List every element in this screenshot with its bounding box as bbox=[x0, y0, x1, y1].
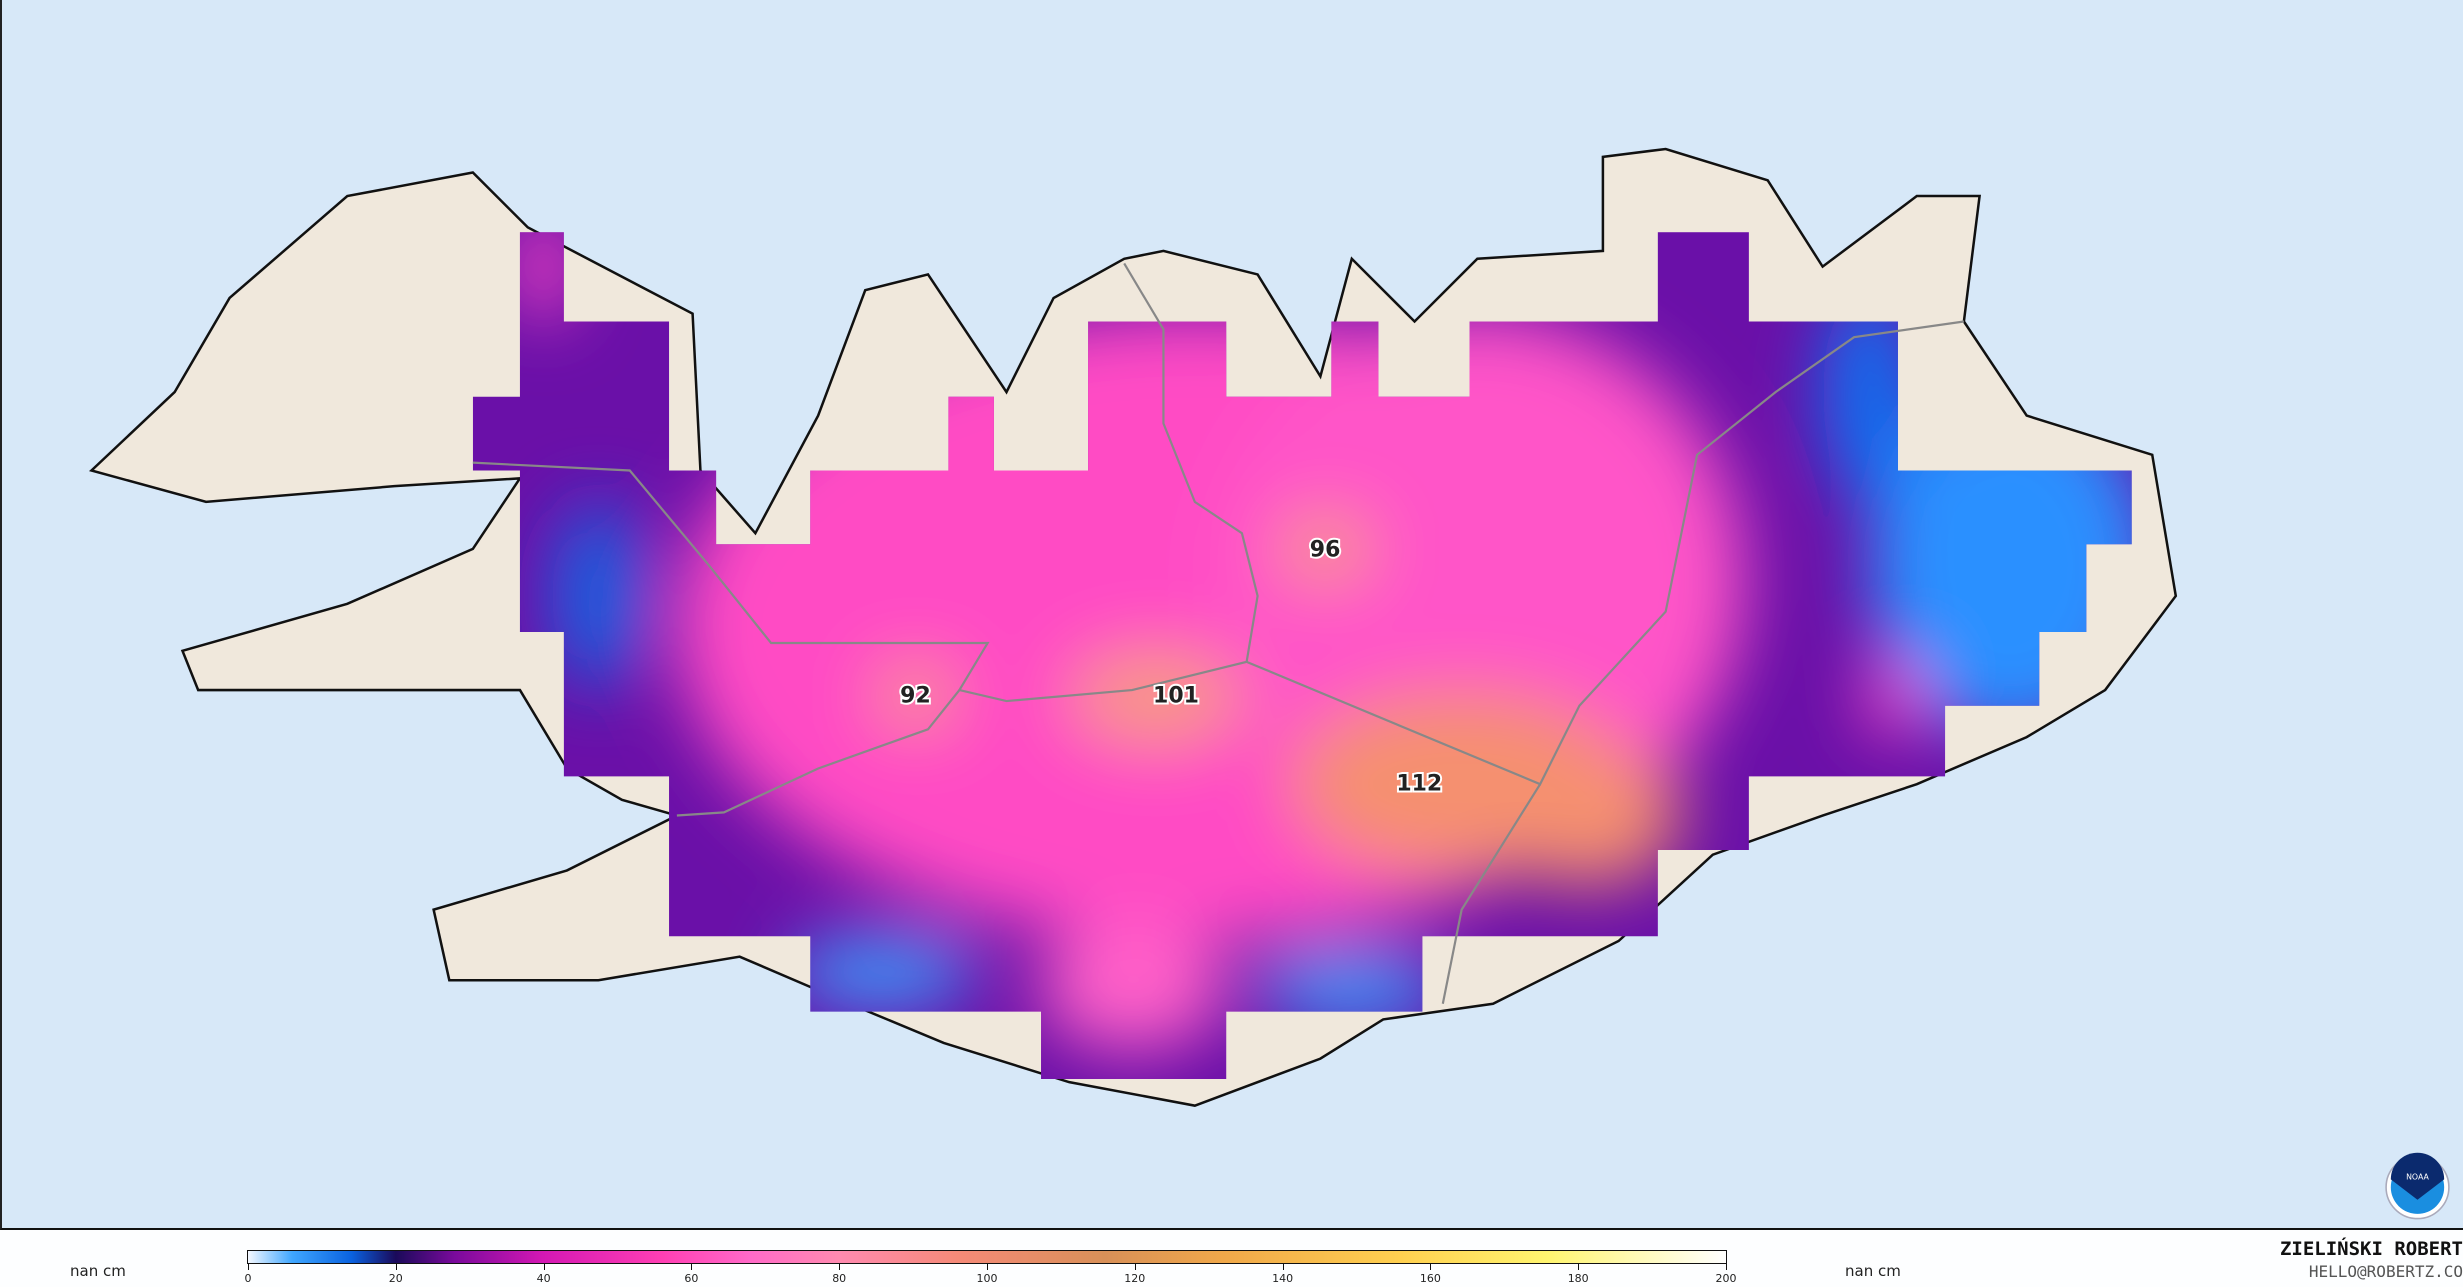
colorbar-tick bbox=[1578, 1264, 1580, 1270]
unit-label-right: nan cm bbox=[1845, 1262, 1901, 1280]
colorbar-tick-label: 0 bbox=[244, 1272, 252, 1285]
colorbar-tick-label: 180 bbox=[1567, 1272, 1589, 1285]
colorbar-tick-label: 120 bbox=[1124, 1272, 1146, 1285]
colorbar-tick-label: 60 bbox=[684, 1272, 699, 1285]
colorbar-tick bbox=[1430, 1264, 1432, 1270]
map-area: 96 92 101 112 NOAA bbox=[0, 0, 2463, 1230]
colorbar-tick bbox=[1134, 1264, 1136, 1270]
colorbar-tick bbox=[987, 1264, 988, 1270]
colorbar-tick bbox=[543, 1264, 545, 1270]
footer: nan cm 0 20 40 60 80 100 120 140 160 180 200 nan c… bbox=[0, 1230, 2463, 1287]
author-credit: ZIELIŃSKI ROBERT bbox=[2279, 1238, 2463, 1260]
colorbar-tick-label: 80 bbox=[832, 1272, 847, 1285]
author-email: HELLO@ROBERTZ.CO bbox=[2308, 1262, 2463, 1281]
colorbar-tick bbox=[839, 1264, 841, 1270]
colorbar-tick-label: 20 bbox=[388, 1272, 403, 1285]
noaa-logo-text: NOAA bbox=[2406, 1172, 2429, 1181]
colorbar-tick-label: 200 bbox=[1715, 1272, 1737, 1285]
colorbar-tick bbox=[1726, 1264, 1727, 1270]
region-boundaries bbox=[472, 262, 1965, 1004]
colorbar-tick bbox=[248, 1264, 249, 1270]
value-label: 112 bbox=[1396, 771, 1442, 796]
colorbar-tick-label: 100 bbox=[976, 1272, 998, 1285]
colorbar-tick bbox=[691, 1264, 693, 1270]
colorbar-tick bbox=[395, 1264, 397, 1270]
unit-label-left: nan cm bbox=[70, 1262, 126, 1280]
value-label: 101 bbox=[1153, 684, 1199, 709]
colorbar-tick-label: 160 bbox=[1419, 1272, 1441, 1285]
colorbar-tick bbox=[1282, 1264, 1284, 1270]
noaa-logo: NOAA bbox=[2385, 1152, 2450, 1220]
colorbar bbox=[247, 1250, 1727, 1264]
colorbar-tick-label: 140 bbox=[1272, 1272, 1294, 1285]
value-label: 92 bbox=[900, 684, 931, 709]
value-label: 96 bbox=[1310, 538, 1341, 563]
colorbar-tick-label: 40 bbox=[536, 1272, 551, 1285]
iceland-map: 96 92 101 112 NOAA bbox=[88, 147, 2450, 1220]
